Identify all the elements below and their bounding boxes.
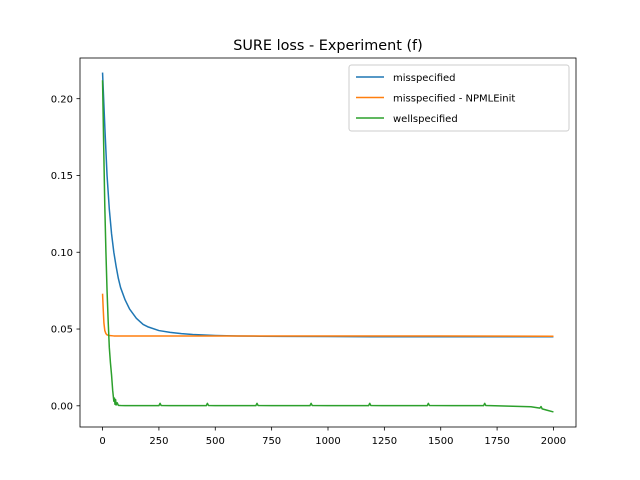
- legend-label: misspecified: [393, 73, 456, 84]
- x-tick-label: 2000: [541, 436, 566, 447]
- series-line-wellspecified: [101, 80, 554, 413]
- axes: 0 250 500 750 1000 1250 1500 1750 2000 0.00 0.05 0.…: [51, 57, 577, 447]
- x-tick-label: 750: [262, 436, 281, 447]
- legend-label: misspecified - NPMLEinit: [393, 94, 515, 105]
- x-tick-label: 500: [206, 436, 225, 447]
- x-tick-label: 1000: [315, 436, 340, 447]
- y-tick-label: 0.20: [51, 94, 73, 105]
- y-tick-label: 0.05: [51, 325, 73, 336]
- legend-box: [348, 64, 570, 132]
- x-tick-label: 1500: [428, 436, 453, 447]
- legend-label: wellspecified: [393, 114, 458, 125]
- plot-area: [101, 72, 554, 413]
- legend: misspecified misspecified - NPMLEinit well…: [348, 64, 570, 132]
- x-tick-label: 0: [99, 436, 105, 447]
- x-tick-label: 1250: [372, 436, 397, 447]
- y-tick-label: 0.10: [51, 248, 73, 259]
- x-tick-label: 1750: [484, 436, 509, 447]
- x-tick-label: 250: [149, 436, 168, 447]
- chart-title: SURE loss - Experiment (f): [233, 38, 423, 54]
- y-tick-label: 0.00: [51, 401, 73, 412]
- y-tick-label: 0.15: [51, 171, 73, 182]
